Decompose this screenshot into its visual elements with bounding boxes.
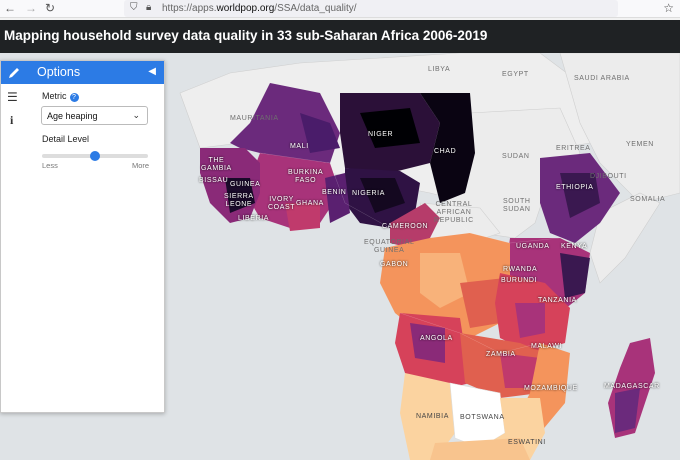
browser-toolbar: ← → ↻ ⛉ 🔒︎ https://apps.worldpop.org/SSA… (0, 0, 680, 18)
back-icon[interactable]: ← (4, 1, 16, 15)
menu-icon[interactable]: ☰ (7, 90, 18, 104)
options-title: Options (37, 65, 81, 79)
reload-icon[interactable]: ↻ (45, 1, 56, 15)
slider-handle[interactable] (90, 151, 100, 161)
bookmark-star-icon[interactable]: ☆ (663, 1, 674, 15)
metric-select[interactable]: Age heaping ⌄ (41, 106, 148, 125)
label-bissau: BISSAU (199, 177, 229, 184)
label-burundi: BURUNDI (501, 277, 538, 284)
label-tanzania: TANZANIA (538, 297, 577, 304)
label-angola: ANGOLA (420, 335, 453, 342)
slider-less-label: Less (42, 161, 58, 170)
detail-level-label: Detail Level (42, 134, 90, 144)
app-header: Mapping household survey data quality in… (0, 20, 680, 53)
options-header: Options ◀ (1, 61, 164, 84)
label-saudi: SAUDI ARABIA (574, 75, 630, 82)
label-zambia: ZAMBIA (486, 351, 516, 358)
page-title: Mapping household survey data quality in… (4, 28, 488, 43)
label-ghana: GHANA (296, 200, 324, 207)
help-icon[interactable]: ? (69, 93, 79, 102)
pencil-icon (9, 68, 19, 78)
label-eq-guinea: EQUATORIAL GUINEA (364, 239, 415, 254)
label-south-sudan: SOUTH SUDAN (503, 198, 531, 213)
label-malawi: MALAWI (531, 343, 562, 350)
label-liberia: LIBERIA (238, 215, 270, 222)
info-icon[interactable]: i (10, 113, 14, 127)
chevron-down-icon: ⌄ (132, 110, 140, 120)
slider-more-label: More (132, 161, 150, 170)
label-madagascar: MADAGASCAR (604, 383, 660, 390)
label-botswana: BOTSWANA (460, 414, 505, 421)
label-gambia: THE GAMBIA (201, 157, 232, 172)
label-somalia: SOMALIA (630, 196, 666, 203)
collapse-panel-icon[interactable]: ◀ (148, 66, 156, 77)
label-gabon: GABON (380, 261, 409, 268)
label-mozambique: MOZAMBIQUE (524, 385, 578, 392)
label-ethiopia: ETHIOPIA (556, 184, 594, 191)
label-cameroon: CAMEROON (382, 223, 429, 230)
label-sierra: SIERRA LEONE (224, 193, 254, 208)
label-kenya: KENYA (561, 243, 588, 250)
label-burkina: BURKINA FASO (288, 169, 324, 184)
metric-label: Metric? (42, 91, 79, 102)
label-namibia: NAMIBIA (416, 413, 449, 420)
detail-level-slider[interactable] (42, 151, 148, 161)
label-eritrea: ERITREA (556, 145, 591, 152)
address-bar[interactable]: ⛉ 🔒︎ https://apps.worldpop.org/SSA/data_… (124, 0, 618, 17)
forward-icon[interactable]: → (25, 1, 37, 15)
label-ivory: IVORY COAST (268, 196, 296, 211)
label-car: CENTRAL AFRICAN REPUBLIC (434, 201, 474, 224)
label-chad: CHAD (434, 148, 457, 155)
label-guinea: GUINEA (230, 181, 261, 188)
label-nigeria: NIGERIA (352, 190, 385, 197)
label-egypt: EGYPT (502, 71, 529, 78)
options-panel: Options ◀ ☰ i Metric? Age heaping ⌄ Deta… (0, 60, 165, 413)
label-djibouti: DJIBOUTI (590, 173, 627, 180)
metric-value: Age heaping (47, 111, 98, 121)
label-uganda: UGANDA (516, 243, 550, 250)
url-text[interactable]: https://apps.worldpop.org/SSA/data_quali… (162, 3, 357, 14)
label-rwanda: RWANDA (503, 266, 538, 273)
shield-icon[interactable]: ⛉ (130, 2, 138, 13)
lock-icon[interactable]: 🔒︎ (146, 2, 152, 13)
label-benin: BENIN (322, 189, 347, 196)
label-eswatini: ESWATINI (508, 439, 546, 446)
label-mauritania: MAURITANIA (230, 115, 279, 122)
label-yemen: YEMEN (626, 141, 654, 148)
label-sudan: SUDAN (502, 153, 530, 160)
label-niger: NIGER (368, 131, 394, 138)
label-mali: MALI (290, 143, 309, 150)
label-libya: LIBYA (428, 66, 451, 73)
